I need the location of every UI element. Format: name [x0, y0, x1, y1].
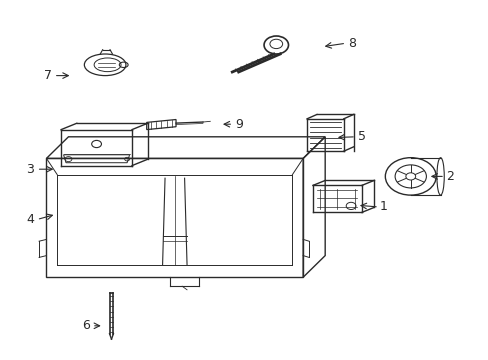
- Text: 1: 1: [379, 201, 387, 213]
- Text: 2: 2: [445, 170, 453, 183]
- Text: 3: 3: [26, 163, 34, 176]
- Text: 8: 8: [347, 37, 355, 50]
- Text: 6: 6: [81, 319, 89, 332]
- Text: 4: 4: [26, 213, 34, 226]
- Text: 5: 5: [357, 130, 365, 143]
- Text: 7: 7: [44, 69, 52, 82]
- Text: 9: 9: [235, 118, 243, 131]
